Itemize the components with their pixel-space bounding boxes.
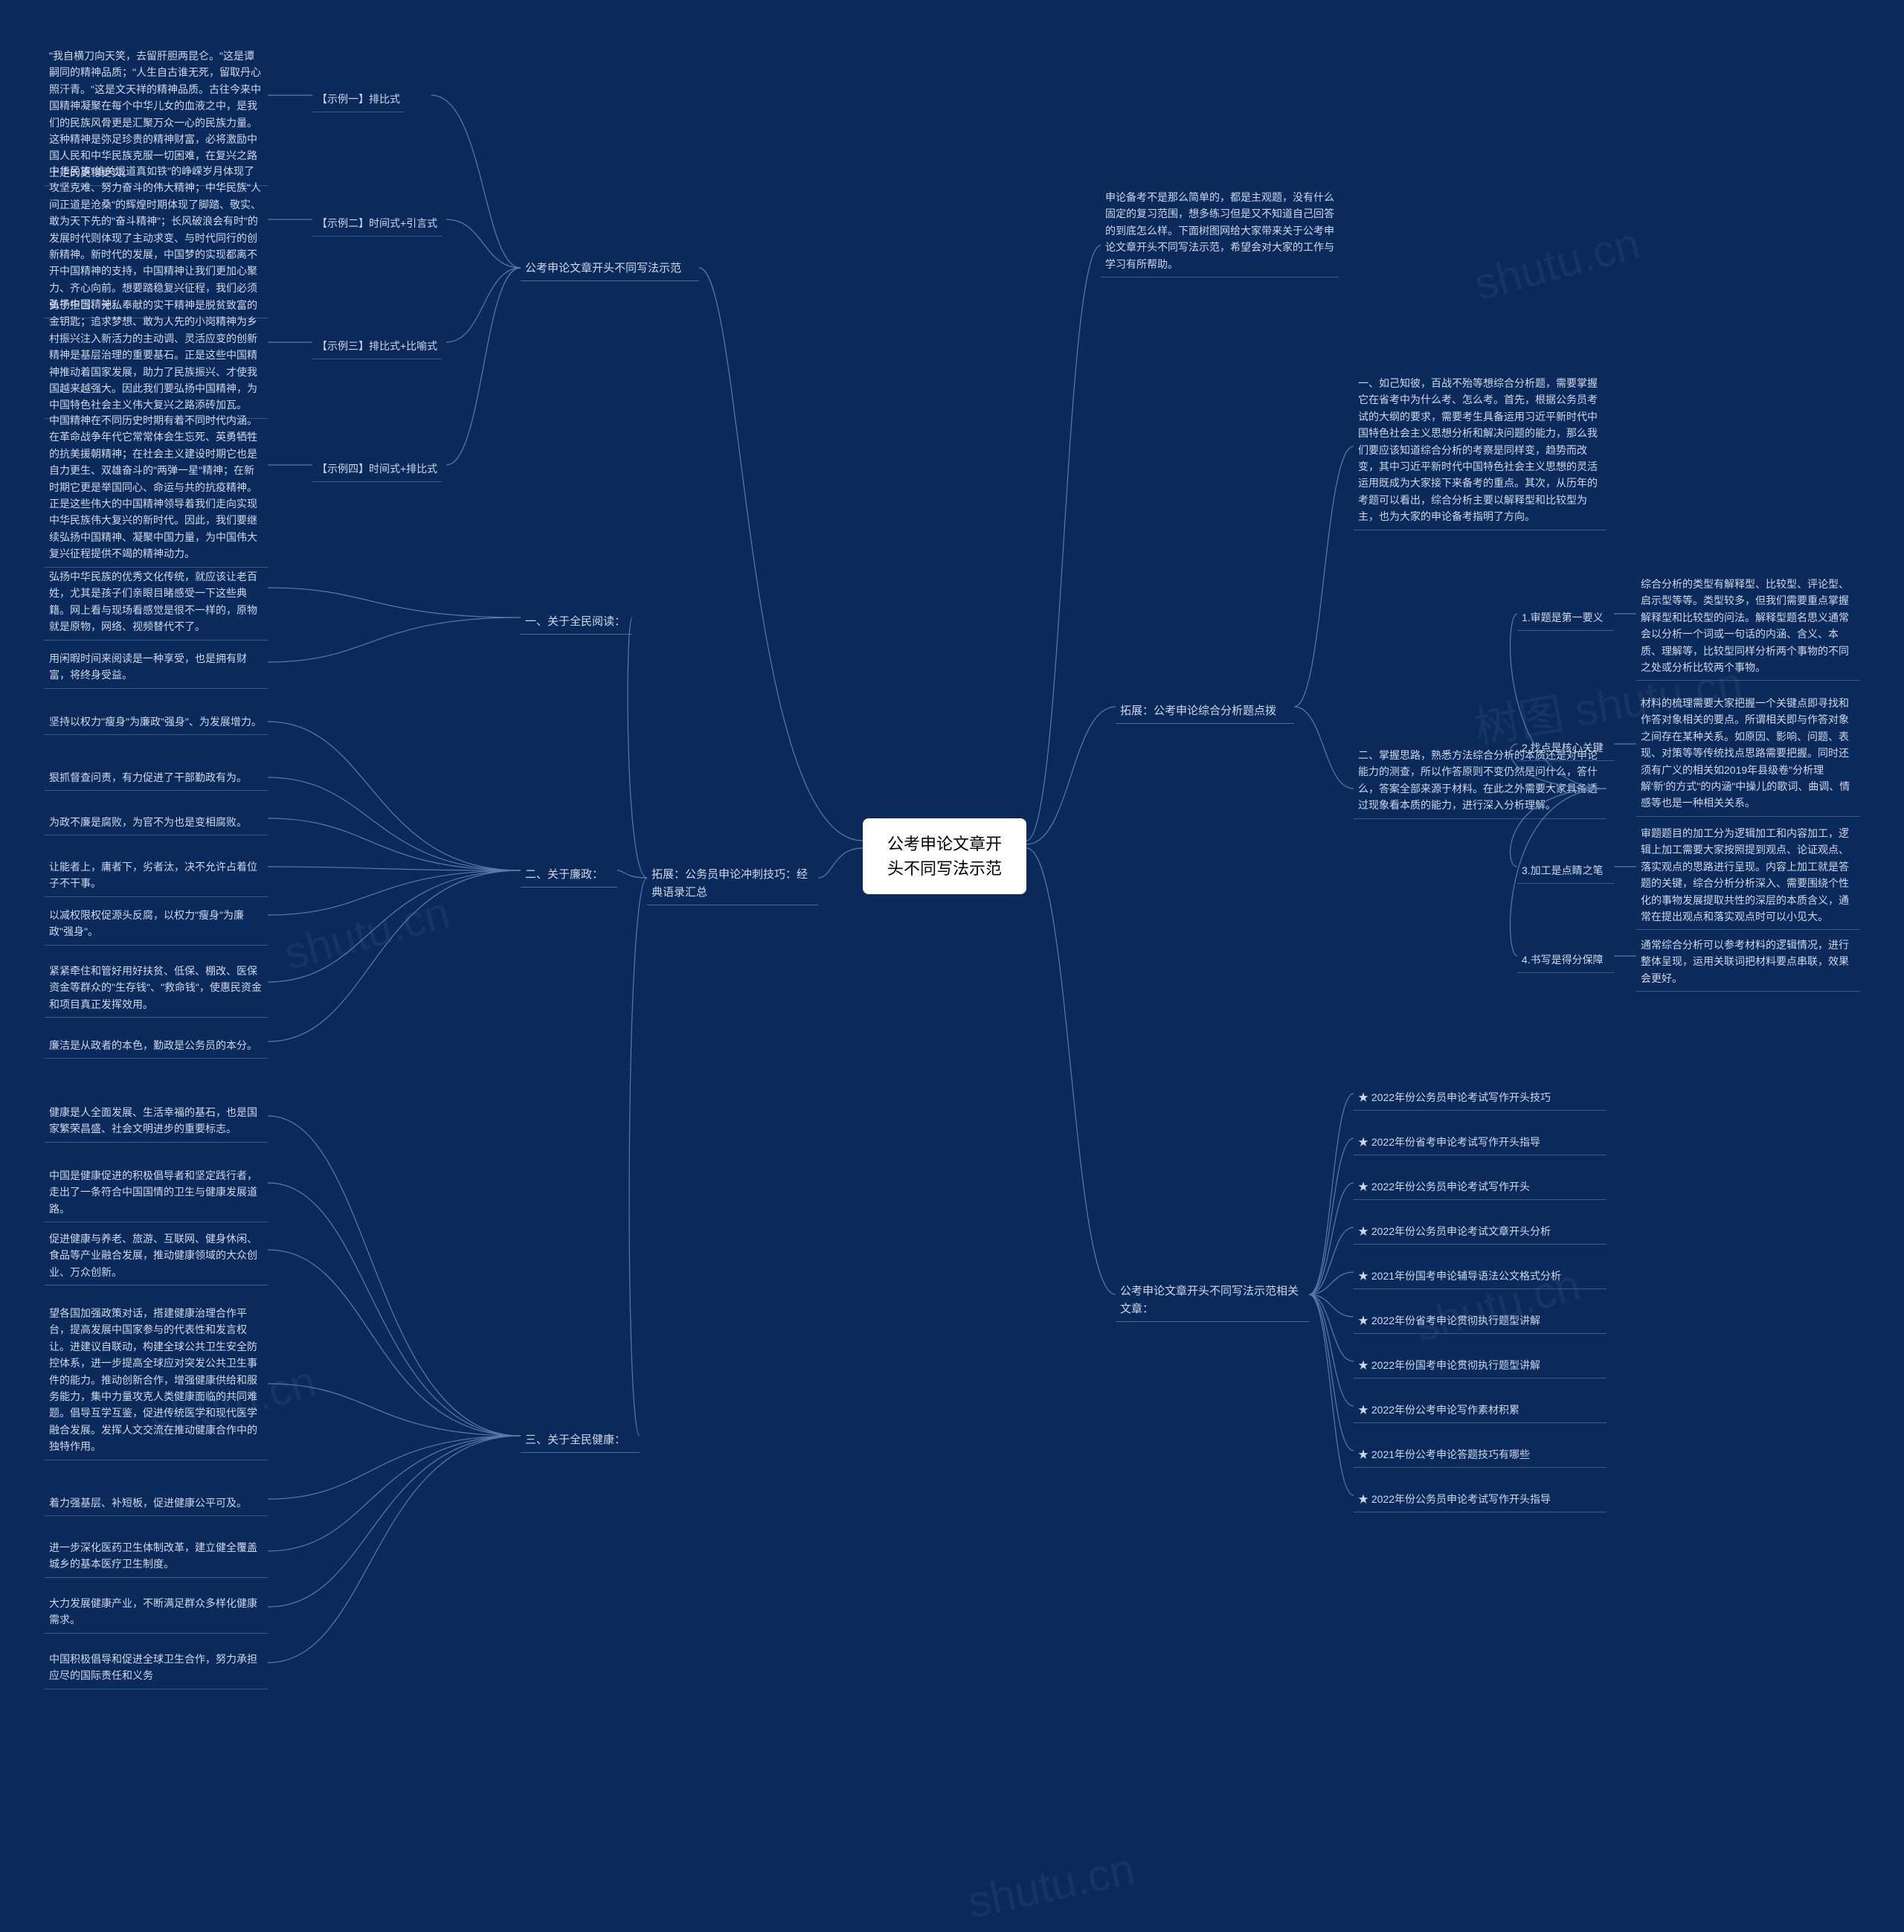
tips-text-2: 材料的梳理需要大家把握一个关键点即寻找和作答对象相关的要点。所谓相关即与作答对象… xyxy=(1636,692,1859,817)
center-topic: 公考申论文章开头不同写法示范 xyxy=(863,818,1026,894)
watermark: shutu.cn xyxy=(279,887,455,980)
integrity-item-3: 为政不廉是腐败，为官不为也是变相腐败。 xyxy=(45,811,268,835)
health-item-5: 着力强基层、补短板，促进健康公平可及。 xyxy=(45,1492,268,1516)
tips-text-1: 综合分析的类型有解释型、比较型、评论型、启示型等等。类型较多，但我们需要重点掌握… xyxy=(1636,573,1859,681)
branch-health: 三、关于全民健康： xyxy=(521,1428,640,1453)
related-item: ★ 2021年份国考申论辅导语法公文格式分析 xyxy=(1354,1265,1606,1289)
branch-related-articles: 公考申论文章开头不同写法示范相关文章： xyxy=(1116,1280,1309,1322)
health-item-8: 中国积极倡导和促进全球卫生合作，努力承担应尽的国际责任和义务 xyxy=(45,1648,268,1689)
related-item: ★ 2022年份省考申论贯彻执行题型讲解 xyxy=(1354,1309,1606,1334)
reading-item-1: 弘扬中华民族的优秀文化传统，就应该让老百姓，尤其是孩子们亲眼目睹感受一下这些典籍… xyxy=(45,565,268,641)
branch-sprint-tips: 拓展：公务员申论冲刺技巧：经典语录汇总 xyxy=(647,863,818,905)
integrity-item-1: 坚持以权力"瘦身"为廉政"强身"、为发展增力。 xyxy=(45,710,268,735)
integrity-item-5: 以减权限权促源头反腐，以权力"瘦身"为廉政"强身"。 xyxy=(45,904,268,946)
related-item: ★ 2022年份公务员申论考试写作开头指导 xyxy=(1354,1488,1606,1512)
watermark: shutu.cn xyxy=(1469,217,1645,310)
related-item: ★ 2022年份省考申论考试写作开头指导 xyxy=(1354,1131,1606,1155)
intro-text: 申论备考不是那么简单的，都是主观题，没有什么固定的复习范围，想多练习但是又不知道… xyxy=(1101,186,1339,277)
tips-title-4: 4.书写是得分保障 xyxy=(1517,949,1614,973)
health-item-1: 健康是人全面发展、生活幸福的基石，也是国家繁荣昌盛、社会文明进步的重要标志。 xyxy=(45,1101,268,1143)
example-text-3: 勇于担当、无私奉献的实干精神是脱贫致富的金钥匙；追求梦想、敢为人先的小岗精神为乡… xyxy=(45,294,268,419)
tips-title-2: 2.找点是核心关键 xyxy=(1517,736,1614,761)
related-item: ★ 2022年份公务员申论考试写作开头技巧 xyxy=(1354,1086,1606,1111)
integrity-item-7: 廉洁是从政者的本色，勤政是公务员的本分。 xyxy=(45,1034,268,1059)
example-tag-1: 【示例一】排比式 xyxy=(312,88,405,112)
tips-intro: 一、如己知彼，百战不殆等想综合分析题，需要掌握它在省考中为什么考、怎么考。首先，… xyxy=(1354,372,1606,530)
example-text-4: 中国精神在不同历史时期有着不同时代内涵。在革命战争年代它常常体会生忘死、英勇牺牲… xyxy=(45,409,268,568)
tips-text-4: 通常综合分析可以参考材料的逻辑情况，进行整体呈现，运用关联词把材料要点串联，效果… xyxy=(1636,934,1859,992)
related-item: ★ 2022年份公考申论写作素材积累 xyxy=(1354,1399,1606,1423)
integrity-item-4: 让能者上，庸者下，劣者汰，决不允许占着位子不干事。 xyxy=(45,856,268,897)
related-item: ★ 2022年份国考申论贯彻执行题型讲解 xyxy=(1354,1354,1606,1379)
branch-analysis-tips: 拓展：公考申论综合分析题点拨 xyxy=(1116,699,1294,724)
related-item: ★ 2022年份公务员申论考试写作开头 xyxy=(1354,1175,1606,1200)
example-tag-3: 【示例三】排比式+比喻式 xyxy=(312,335,442,359)
health-item-2: 中国是健康促进的积极倡导者和坚定践行者，走出了一条符合中国国情的卫生与健康发展道… xyxy=(45,1164,268,1222)
tips-text-3: 审题题目的加工分为逻辑加工和内容加工，逻辑上加工需要大家按照提到观点、论证观点、… xyxy=(1636,822,1859,930)
branch-integrity: 二、关于廉政： xyxy=(521,863,617,888)
health-item-7: 大力发展健康产业，不断满足群众多样化健康需求。 xyxy=(45,1592,268,1634)
integrity-item-2: 狠抓督查问责，有力促进了干部勤政有为。 xyxy=(45,766,268,791)
integrity-item-6: 紧紧牵住和管好用好扶贫、低保、棚改、医保资金等群众的"生存钱"、"救命钱"，使惠… xyxy=(45,960,268,1018)
related-item: ★ 2021年份公考申论答题技巧有哪些 xyxy=(1354,1443,1606,1468)
example-tag-2: 【示例二】时间式+引言式 xyxy=(312,212,442,237)
example-tag-4: 【示例四】时间式+排比式 xyxy=(312,458,442,482)
health-item-4: 望各国加强政策对话，搭建健康治理合作平台，提高发展中国家参与的代表性和发言权让。… xyxy=(45,1302,268,1460)
related-item: ★ 2022年份公务员申论考试文章开头分析 xyxy=(1354,1220,1606,1245)
health-item-3: 促进健康与养老、旅游、互联网、健身休闲、食品等产业融合发展，推动健康领域的大众创… xyxy=(45,1227,268,1286)
tips-title-1: 1.审题是第一要义 xyxy=(1517,606,1614,631)
branch-reading: 一、关于全民阅读： xyxy=(521,610,632,635)
watermark: shutu.cn xyxy=(963,1843,1139,1928)
health-item-6: 进一步深化医药卫生体制改革，建立健全覆盖城乡的基本医疗卫生制度。 xyxy=(45,1536,268,1578)
branch-writing-examples: 公考申论文章开头不同写法示范 xyxy=(521,257,699,281)
connectors xyxy=(0,0,1904,1932)
tips-title-3: 3.加工是点睛之笔 xyxy=(1517,859,1614,884)
reading-item-2: 用闲暇时间来阅读是一种享受，也是拥有财富，将终身受益。 xyxy=(45,647,268,689)
